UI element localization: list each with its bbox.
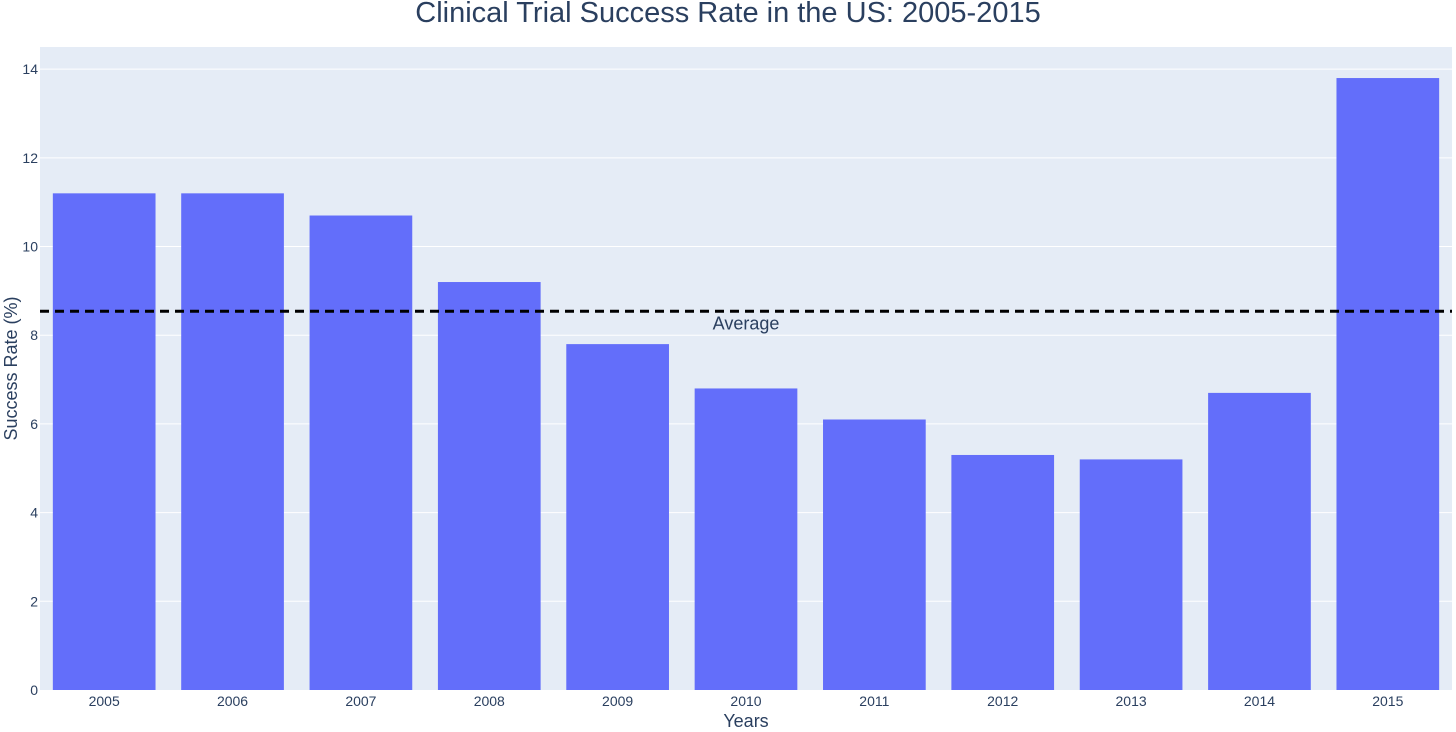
bar-2013	[1079, 459, 1183, 690]
bar-2010	[694, 388, 798, 690]
x-tick-label: 2012	[987, 693, 1018, 709]
y-tick-label: 14	[22, 61, 38, 77]
x-tick-label: 2011	[859, 693, 889, 709]
x-tick-label: 2009	[602, 693, 633, 709]
y-tick-label: 6	[30, 416, 38, 432]
x-tick-label: 2007	[345, 693, 376, 709]
bar-2015	[1336, 78, 1440, 690]
y-tick-label: 0	[30, 682, 38, 698]
average-line-label: Average	[713, 313, 780, 333]
x-tick-label: 2013	[1116, 693, 1147, 709]
bars	[52, 78, 1440, 690]
bar-2011	[823, 419, 926, 690]
y-tick-label: 8	[30, 327, 38, 343]
x-axis-ticks: 2005 2006 2007 2008 2009 2010 2011 2012 2013 2014…	[89, 693, 1404, 709]
y-axis-label: Success Rate (%)	[1, 296, 21, 440]
y-tick-label: 12	[22, 150, 38, 166]
bar-2005	[52, 193, 156, 690]
x-tick-label: 2008	[474, 693, 505, 709]
x-tick-label: 2010	[730, 693, 761, 709]
bar-2009	[566, 344, 669, 690]
y-tick-label: 4	[30, 505, 38, 521]
x-tick-label: 2014	[1244, 693, 1275, 709]
y-axis-ticks: 0 2 4 6 8 10 12 14	[22, 61, 38, 698]
x-tick-label: 2015	[1372, 693, 1403, 709]
y-tick-label: 10	[22, 239, 38, 255]
x-tick-label: 2006	[217, 693, 248, 709]
x-axis-label: Years	[723, 711, 768, 731]
bar-2007	[309, 215, 413, 690]
chart-title: Clinical Trial Success Rate in the US: 2…	[415, 0, 1040, 29]
y-tick-label: 2	[30, 593, 38, 609]
bar-2014	[1208, 392, 1311, 690]
bar-2008	[437, 282, 541, 690]
x-tick-label: 2005	[89, 693, 120, 709]
bar-2012	[951, 454, 1055, 690]
bar-2006	[181, 193, 284, 690]
